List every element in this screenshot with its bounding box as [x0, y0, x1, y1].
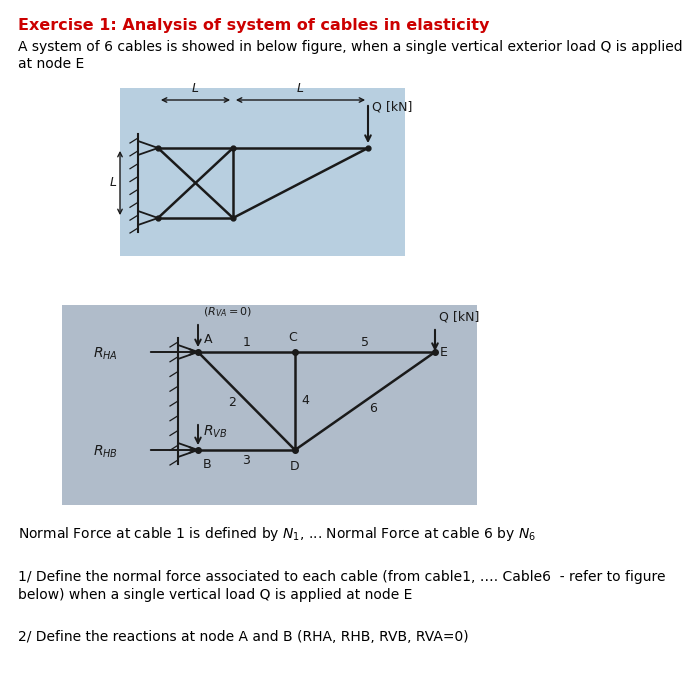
Text: 5: 5 — [361, 336, 369, 349]
Bar — [62, 305, 477, 505]
Bar — [120, 88, 405, 256]
Text: Normal Force at cable 1 is defined by $N_1$, ... Normal Force at cable 6 by $N_6: Normal Force at cable 1 is defined by $N… — [18, 525, 536, 543]
Text: L: L — [297, 82, 304, 95]
Text: D: D — [290, 460, 300, 473]
Text: 2/ Define the reactions at node A and B (RHA, RHB, RVB, RVA=0): 2/ Define the reactions at node A and B … — [18, 630, 468, 644]
Text: A: A — [204, 333, 213, 346]
Text: C: C — [288, 331, 298, 344]
Text: 4: 4 — [301, 395, 309, 407]
Text: B: B — [203, 458, 211, 471]
Text: Q [kN]: Q [kN] — [439, 311, 480, 324]
Text: $R_{HB}$: $R_{HB}$ — [93, 444, 118, 460]
Text: $R_{VB}$: $R_{VB}$ — [203, 424, 228, 440]
Text: at node E: at node E — [18, 57, 84, 71]
Text: 1/ Define the normal force associated to each cable (from cable1, …. Cable6  - r: 1/ Define the normal force associated to… — [18, 570, 666, 584]
Text: Q [kN]: Q [kN] — [372, 101, 412, 114]
Text: 2: 2 — [229, 397, 237, 409]
Text: $R_{HA}$: $R_{HA}$ — [93, 346, 118, 362]
Text: L: L — [192, 82, 199, 95]
Text: Exercise 1: Analysis of system of cables in elasticity: Exercise 1: Analysis of system of cables… — [18, 18, 489, 33]
Text: $(R_{VA}=0)$: $(R_{VA}=0)$ — [203, 306, 252, 319]
Text: A system of 6 cables is showed in below figure, when a single vertical exterior : A system of 6 cables is showed in below … — [18, 40, 682, 54]
Text: E: E — [440, 347, 448, 360]
Text: 3: 3 — [243, 454, 251, 468]
Text: below) when a single vertical load Q is applied at node E: below) when a single vertical load Q is … — [18, 588, 412, 602]
Text: 6: 6 — [369, 402, 377, 416]
Text: 1: 1 — [243, 336, 251, 349]
Text: L: L — [109, 177, 116, 189]
